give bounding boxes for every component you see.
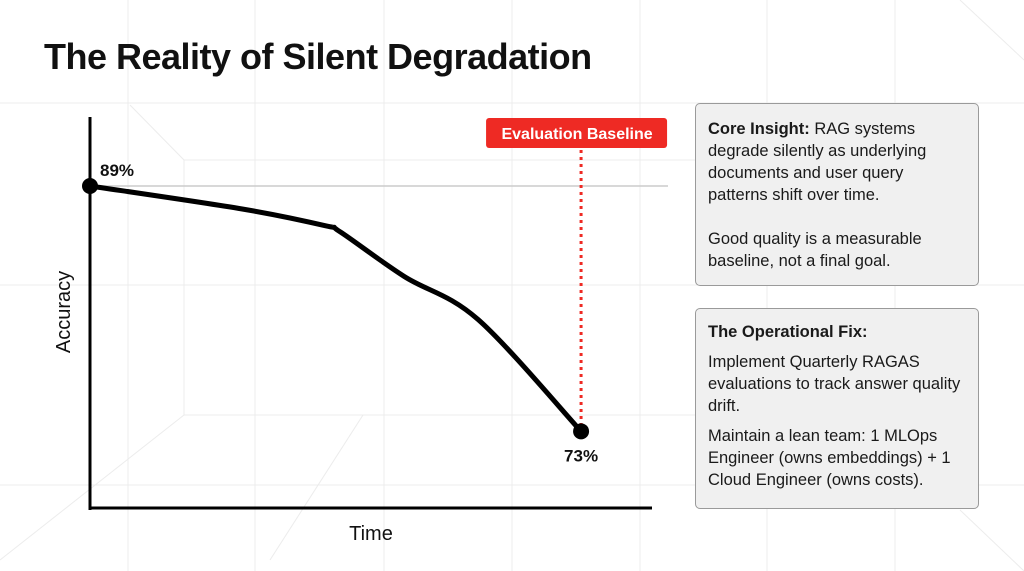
core-insight-text: RAG systems degrade silently as underlyi…	[708, 120, 927, 204]
badge-background	[486, 118, 668, 148]
data-point-marker	[82, 178, 98, 194]
badge-label: Evaluation Baseline	[501, 126, 652, 143]
data-point-label: 73%	[564, 446, 598, 465]
core-insight-card: Core Insight: RAG systems degrade silent…	[695, 103, 979, 286]
x-axis-label: Time	[349, 523, 393, 545]
operational-fix-heading: The Operational Fix:	[708, 323, 868, 341]
operational-fix-text: Implement Quarterly RAGAS evaluations to…	[708, 353, 961, 415]
data-point-marker	[573, 423, 590, 440]
accuracy-chart: 89% 73% Evaluation Baseline Time Accuracy	[53, 117, 668, 545]
evaluation-baseline-badge: Evaluation Baseline	[486, 118, 668, 148]
accuracy-series-line	[87, 183, 584, 434]
data-point-label: 89%	[100, 161, 134, 180]
y-axis-label: Accuracy	[53, 271, 75, 353]
operational-fix-text-2: Maintain a lean team: 1 MLOps Engineer (…	[708, 427, 951, 489]
operational-fix-card: The Operational Fix: Implement Quarterly…	[695, 308, 979, 509]
core-insight-text-2: Good quality is a measurable baseline, n…	[708, 230, 922, 270]
core-insight-heading: Core Insight:	[708, 120, 810, 138]
page-title: The Reality of Silent Degradation	[44, 36, 592, 77]
